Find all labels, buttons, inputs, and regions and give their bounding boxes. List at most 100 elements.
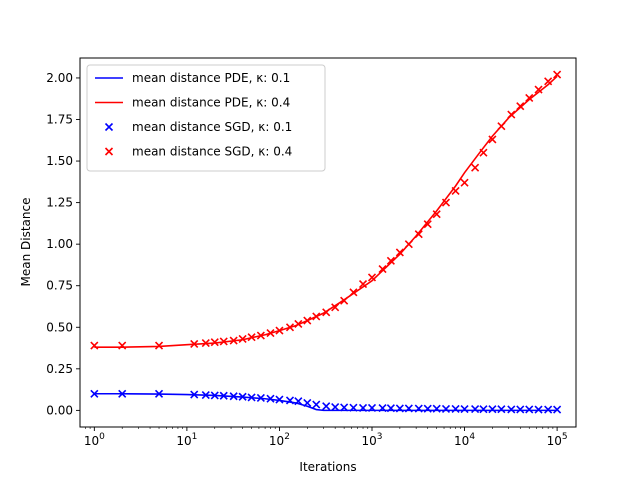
scatter-point <box>229 392 238 401</box>
scatter-point <box>190 390 199 399</box>
scatter-point <box>303 316 312 325</box>
scatter-point <box>544 77 553 86</box>
scatter-point <box>497 122 506 131</box>
scatter-point <box>497 405 506 414</box>
scatter-point <box>367 273 377 282</box>
scatter-point <box>331 303 340 312</box>
scatter-point <box>238 392 247 401</box>
scatter-point <box>525 405 534 414</box>
x-tick-label: 103 <box>361 432 382 448</box>
scatter-point <box>201 391 210 400</box>
scatter-point <box>423 220 432 229</box>
scatter-point <box>534 85 543 94</box>
legend-item: mean distance PDE, κ: 0.4 <box>95 96 290 110</box>
series-line-0 <box>94 392 558 412</box>
scatter-point <box>516 405 525 414</box>
scatter-point <box>525 93 534 102</box>
legend-label: mean distance SGD, κ: 0.4 <box>132 145 292 159</box>
x-tick-label: 101 <box>176 432 197 448</box>
x-tick-label: 100 <box>84 432 105 448</box>
scatter-point <box>414 404 423 413</box>
scatter-point <box>238 334 247 343</box>
legend-item: mean distance SGD, κ: 0.4 <box>104 145 292 159</box>
scatter-point <box>210 338 219 347</box>
legend-marker-swatch <box>104 147 114 156</box>
legend-box <box>86 64 326 172</box>
scatter-point <box>118 341 127 350</box>
y-tick-label: 1.75 <box>46 113 73 127</box>
scatter-point <box>516 102 525 111</box>
scatter-point <box>358 403 368 412</box>
x-tick-label: 102 <box>269 432 290 448</box>
x-axis-label: Iterations <box>299 460 356 474</box>
scatter-series-2 <box>90 389 562 414</box>
scatter-point <box>256 393 265 402</box>
scatter-point <box>386 256 395 265</box>
scatter-point <box>303 398 312 407</box>
scatter-point <box>553 405 562 414</box>
scatter-point <box>266 329 275 338</box>
scatter-point <box>451 186 460 196</box>
scatter-point <box>118 389 127 398</box>
scatter-point <box>219 337 228 346</box>
y-axis-label: Mean Distance <box>19 198 33 287</box>
scatter-point <box>312 312 321 321</box>
scatter-point <box>285 323 295 332</box>
scatter-point <box>256 331 265 340</box>
scatter-point <box>404 404 413 413</box>
scatter-point <box>423 404 432 413</box>
scatter-point <box>471 163 480 172</box>
scatter-point <box>247 333 256 342</box>
series-line-1 <box>94 75 558 349</box>
scatter-point <box>534 405 543 414</box>
scatter-point <box>154 389 164 398</box>
scatter-point <box>294 319 303 329</box>
y-tick-label: 0.00 <box>46 403 73 417</box>
scatter-point <box>229 336 238 345</box>
y-tick-label: 2.00 <box>46 71 73 85</box>
scatter-point <box>553 70 562 79</box>
scatter-point <box>414 230 423 239</box>
scatter-point <box>507 110 516 119</box>
scatter-point <box>432 210 441 219</box>
scatter-point <box>395 248 404 257</box>
legend-marker-swatch <box>104 122 114 132</box>
y-tick-label: 1.25 <box>46 196 73 210</box>
plot-frame <box>79 57 577 428</box>
scatter-point <box>219 391 228 400</box>
scatter-point <box>378 403 387 413</box>
legend: mean distance PDE, κ: 0.1 mean distance P… <box>86 64 326 172</box>
scatter-point <box>294 397 303 406</box>
scatter-point <box>378 265 387 274</box>
scatter-point <box>479 405 488 414</box>
scatter-point <box>349 288 358 297</box>
scatter-point <box>441 404 451 413</box>
scatter-point <box>349 403 358 412</box>
scatter-point <box>322 308 331 317</box>
scatter-point <box>507 405 516 414</box>
legend-label: mean distance PDE, κ: 0.1 <box>132 71 290 85</box>
scatter-point <box>312 400 321 409</box>
scatter-point <box>358 279 368 289</box>
scatter-point <box>201 338 210 348</box>
scatter-point <box>266 394 275 403</box>
scatter-point <box>340 296 349 305</box>
scatter-point <box>322 402 331 411</box>
scatter-point <box>432 404 441 413</box>
scatter-point <box>275 326 284 335</box>
scatter-point <box>386 404 395 413</box>
scatter-point <box>247 393 256 402</box>
scatter-point <box>367 403 377 412</box>
legend-label: mean distance PDE, κ: 0.4 <box>132 96 290 110</box>
x-tick-label: 104 <box>454 432 475 448</box>
scatter-point <box>285 396 295 405</box>
scatter-point <box>331 402 340 412</box>
legend-item: mean distance SGD, κ: 0.1 <box>104 120 292 134</box>
y-tick-label: 1.50 <box>46 154 73 168</box>
y-tick-label: 0.50 <box>46 320 73 334</box>
scatter-point <box>90 389 99 398</box>
scatter-point <box>395 404 404 413</box>
scatter-point <box>479 148 488 157</box>
scatter-point <box>451 404 460 413</box>
